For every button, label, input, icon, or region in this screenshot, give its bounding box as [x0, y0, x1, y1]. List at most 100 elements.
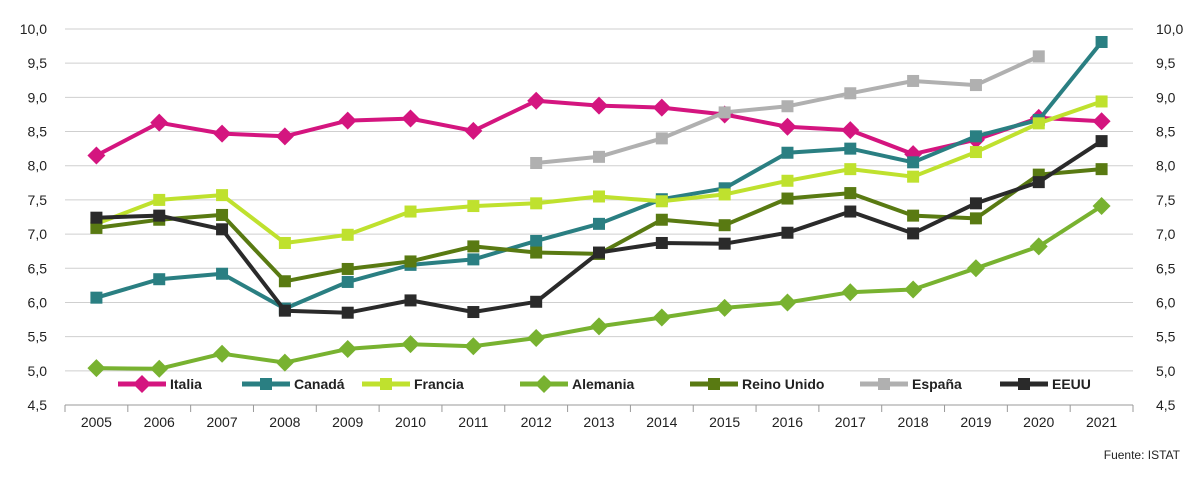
data-point-canada — [153, 273, 166, 286]
data-point-reino-unido — [844, 187, 857, 200]
data-point-alemania — [275, 353, 294, 372]
series-eeuu — [90, 135, 1108, 319]
data-point-canada — [1095, 35, 1108, 48]
data-point-alemania — [778, 293, 797, 312]
data-point-italia — [150, 113, 169, 132]
data-point-espana — [655, 132, 668, 145]
source-note: Fuente: ISTAT — [1104, 448, 1181, 462]
data-point-canada — [969, 130, 982, 143]
data-point-canada — [216, 267, 229, 280]
data-point-francia — [278, 236, 291, 249]
x-tick-label: 2019 — [960, 414, 991, 430]
x-tick-label: 2017 — [835, 414, 866, 430]
axis-layer: 4,5 4,5 5,0 5,0 5,5 5,5 6,0 6,0 6,5 6,5 7,0 7,0 7,5 7… — [20, 21, 1184, 430]
data-point-alemania — [1029, 237, 1048, 256]
data-point-italia — [778, 117, 797, 136]
data-point-italia — [464, 121, 483, 140]
y-tick-label-left: 6,5 — [28, 260, 48, 276]
data-point-alemania — [464, 337, 483, 356]
data-point-eeuu — [655, 236, 668, 249]
legend-item-eeuu: EEUU — [1000, 376, 1091, 392]
data-point-eeuu — [153, 209, 166, 222]
x-tick-label: 2021 — [1086, 414, 1117, 430]
legend: Italia Canadá Francia Alemania Reino Unido Es… — [118, 375, 1091, 393]
data-point-reino-unido — [907, 209, 920, 222]
data-point-alemania — [904, 280, 923, 299]
y-tick-label-right: 6,5 — [1156, 260, 1176, 276]
data-point-eeuu — [467, 306, 480, 319]
data-point-reino-unido — [467, 240, 480, 253]
data-point-alemania — [150, 359, 169, 378]
y-tick-label-left: 8,5 — [28, 124, 48, 140]
data-point-reino-unido — [216, 208, 229, 221]
data-point-eeuu — [404, 294, 417, 307]
y-tick-label-left: 10,0 — [20, 21, 47, 37]
data-point-reino-unido — [718, 219, 731, 232]
data-point-canada — [530, 234, 543, 247]
data-point-francia — [341, 228, 354, 241]
data-point-canada — [844, 142, 857, 155]
data-point-canada — [781, 146, 794, 159]
y-tick-label-left: 7,0 — [28, 226, 48, 242]
data-point-eeuu — [969, 197, 982, 210]
legend-label: EEUU — [1052, 376, 1091, 392]
y-tick-label-left: 6,0 — [28, 294, 48, 310]
series-layer — [87, 35, 1111, 378]
x-tick-label: 2013 — [583, 414, 614, 430]
legend-item-francia: Francia — [362, 376, 464, 392]
data-point-eeuu — [907, 227, 920, 240]
data-point-espana — [781, 100, 794, 113]
y-tick-label-right: 8,5 — [1156, 124, 1176, 140]
data-point-canada — [90, 291, 103, 304]
data-point-canada — [341, 275, 354, 288]
data-point-francia — [1095, 95, 1108, 108]
data-point-alemania — [715, 298, 734, 317]
legend-swatch-marker — [133, 375, 151, 393]
legend-label: España — [912, 376, 962, 392]
y-tick-label-left: 4,5 — [28, 397, 48, 413]
data-point-espana — [969, 79, 982, 92]
data-point-eeuu — [216, 223, 229, 236]
data-point-reino-unido — [969, 212, 982, 225]
x-tick-label: 2007 — [206, 414, 237, 430]
data-point-alemania — [527, 329, 546, 348]
data-point-eeuu — [90, 211, 103, 224]
data-point-eeuu — [718, 237, 731, 250]
y-tick-label-right: 4,5 — [1156, 397, 1176, 413]
data-point-italia — [841, 121, 860, 140]
data-point-eeuu — [278, 304, 291, 317]
data-point-reino-unido — [404, 255, 417, 268]
legend-swatch-marker — [535, 375, 553, 393]
y-tick-label-left: 5,0 — [28, 363, 48, 379]
legend-swatch-marker — [1018, 378, 1030, 390]
data-point-alemania — [338, 339, 357, 358]
data-point-italia — [590, 96, 608, 115]
data-point-espana — [844, 87, 857, 100]
legend-item-italia: Italia — [118, 375, 202, 393]
x-tick-label: 2008 — [269, 414, 300, 430]
x-tick-label: 2020 — [1023, 414, 1054, 430]
x-tick-label: 2009 — [332, 414, 363, 430]
data-point-espana — [593, 150, 605, 163]
data-point-eeuu — [1095, 135, 1108, 148]
data-point-eeuu — [1032, 176, 1045, 189]
data-point-francia — [1032, 117, 1045, 130]
legend-item-espana: España — [860, 376, 962, 392]
data-point-francia — [718, 188, 731, 201]
data-point-espana — [907, 74, 920, 87]
data-point-italia — [527, 91, 546, 110]
data-point-francia — [404, 205, 417, 218]
x-tick-label: 2012 — [521, 414, 552, 430]
data-point-eeuu — [781, 226, 794, 239]
y-tick-label-left: 8,0 — [28, 158, 48, 174]
x-tick-label: 2016 — [772, 414, 803, 430]
data-point-francia — [655, 195, 668, 208]
x-tick-label: 2006 — [144, 414, 175, 430]
data-point-canada — [907, 156, 920, 169]
data-point-italia — [87, 146, 106, 165]
data-point-canada — [593, 217, 605, 230]
data-point-italia — [1092, 112, 1111, 131]
data-point-italia — [338, 111, 357, 130]
